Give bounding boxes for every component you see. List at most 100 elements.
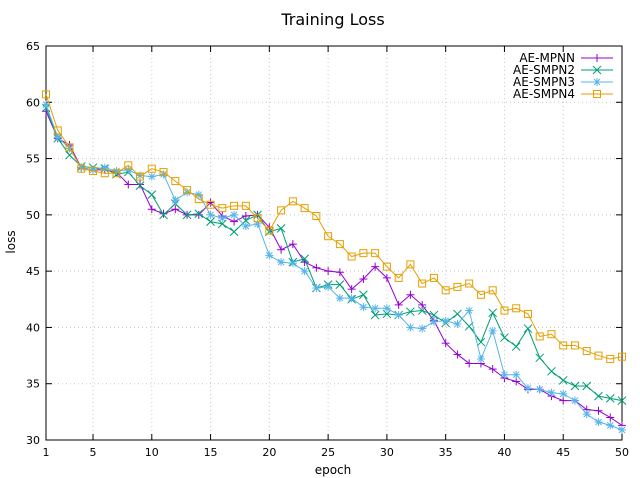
x-tick-label: 35 xyxy=(439,446,453,459)
legend-label-ae-smpn4: AE-SMPN4 xyxy=(513,87,575,101)
data-point-ae-smpn3 xyxy=(559,389,568,398)
data-point-ae-smpn4 xyxy=(418,279,427,288)
data-point-ae-smpn4 xyxy=(171,177,180,186)
legend-marker-ae-smpn4 xyxy=(593,90,601,98)
data-point-ae-smpn4 xyxy=(582,347,591,356)
series-ae-smpn4 xyxy=(42,90,626,363)
x-tick-label: 15 xyxy=(204,446,218,459)
data-point-ae-smpn4 xyxy=(206,200,215,209)
data-point-ae-smpn4 xyxy=(476,290,485,299)
chart-title: Training Loss xyxy=(280,10,384,29)
data-point-ae-smpn2 xyxy=(570,381,580,391)
data-point-ae-smpn3 xyxy=(347,294,356,303)
data-point-ae-smpn2 xyxy=(500,333,509,342)
data-point-ae-smpn4 xyxy=(253,214,262,223)
data-point-ae-smpn4 xyxy=(512,304,521,313)
data-point-ae-smpn4 xyxy=(53,126,62,135)
data-point-ae-mpnn xyxy=(312,263,321,272)
x-axis-title: epoch xyxy=(315,463,352,477)
data-point-ae-mpnn xyxy=(324,267,333,276)
data-point-ae-smpn4 xyxy=(288,197,297,206)
x-tick-label: 25 xyxy=(321,446,335,459)
data-point-ae-mpnn xyxy=(418,300,427,309)
data-point-ae-mpnn xyxy=(335,268,344,277)
data-point-ae-mpnn xyxy=(136,180,145,189)
data-point-ae-smpn4 xyxy=(453,282,462,291)
data-point-ae-smpn2 xyxy=(523,324,533,333)
data-point-ae-smpn3 xyxy=(382,304,391,313)
data-point-ae-smpn4 xyxy=(147,164,156,173)
data-point-ae-smpn3 xyxy=(394,311,403,320)
data-point-ae-smpn4 xyxy=(406,260,415,269)
data-point-ae-smpn2 xyxy=(206,217,215,226)
y-tick-label: 50 xyxy=(26,209,40,222)
data-point-ae-smpn3 xyxy=(147,172,156,181)
data-point-ae-smpn4 xyxy=(277,206,286,215)
data-point-ae-mpnn xyxy=(241,211,250,220)
data-point-ae-smpn3 xyxy=(171,196,180,205)
data-point-ae-smpn4 xyxy=(606,354,615,363)
data-point-ae-smpn3 xyxy=(371,304,380,313)
data-point-ae-mpnn xyxy=(147,205,156,214)
data-point-ae-smpn3 xyxy=(418,324,427,333)
data-point-ae-smpn4 xyxy=(347,252,356,261)
data-point-ae-smpn4 xyxy=(465,279,474,288)
data-point-ae-smpn3 xyxy=(476,354,485,363)
data-point-ae-smpn4 xyxy=(570,341,579,350)
data-point-ae-smpn2 xyxy=(429,310,439,320)
data-point-ae-smpn3 xyxy=(488,326,497,335)
y-tick-label: 45 xyxy=(26,265,40,278)
data-point-ae-smpn3 xyxy=(218,214,227,223)
series-ae-mpnn xyxy=(42,107,626,430)
data-point-ae-smpn2 xyxy=(300,254,309,264)
data-point-ae-mpnn xyxy=(159,209,168,218)
data-point-ae-smpn3 xyxy=(441,316,450,325)
data-point-ae-mpnn xyxy=(171,205,180,214)
data-point-ae-mpnn xyxy=(559,396,568,405)
data-point-ae-smpn3 xyxy=(194,190,203,199)
data-point-ae-smpn3 xyxy=(42,100,50,109)
data-point-ae-smpn3 xyxy=(547,388,556,397)
data-point-ae-mpnn xyxy=(406,290,415,299)
data-point-ae-smpn3 xyxy=(359,303,368,312)
data-point-ae-smpn2 xyxy=(194,209,204,219)
x-tick-label: 30 xyxy=(380,446,394,459)
series-line-ae-smpn2 xyxy=(45,107,623,402)
data-point-ae-smpn3 xyxy=(606,421,615,430)
data-point-ae-smpn3 xyxy=(582,410,591,419)
data-point-ae-smpn4 xyxy=(429,273,438,282)
data-point-ae-smpn4 xyxy=(382,262,391,271)
x-tick-label: 1 xyxy=(43,446,50,459)
y-tick-label: 60 xyxy=(26,96,40,109)
y-axis-title: loss xyxy=(4,230,18,253)
data-point-ae-smpn2 xyxy=(135,181,145,190)
data-point-ae-smpn3 xyxy=(312,284,321,293)
data-point-ae-smpn4 xyxy=(77,164,86,173)
data-point-ae-smpn3 xyxy=(324,282,333,291)
data-point-ae-smpn4 xyxy=(523,309,532,318)
x-tick-label: 50 xyxy=(615,446,629,459)
legend-label-ae-mpnn: AE-MPNN xyxy=(519,51,575,65)
y-tick-label: 55 xyxy=(26,153,40,166)
data-point-ae-smpn3 xyxy=(512,370,521,379)
data-point-ae-smpn4 xyxy=(241,201,250,210)
data-point-ae-smpn4 xyxy=(183,186,192,195)
data-point-ae-smpn2 xyxy=(605,393,615,403)
data-point-ae-smpn3 xyxy=(265,251,274,260)
data-point-ae-smpn4 xyxy=(535,332,544,341)
data-point-ae-smpn3 xyxy=(618,425,626,434)
data-point-ae-smpn3 xyxy=(53,133,62,142)
data-point-ae-smpn2 xyxy=(476,337,486,347)
data-point-ae-mpnn xyxy=(453,350,462,359)
data-point-ae-mpnn xyxy=(371,262,380,271)
data-point-ae-smpn2 xyxy=(511,342,521,351)
data-point-ae-smpn2 xyxy=(276,224,286,233)
data-point-ae-mpnn xyxy=(488,365,497,374)
data-point-ae-smpn4 xyxy=(300,204,309,213)
data-point-ae-smpn3 xyxy=(230,210,239,219)
legend-label-ae-smpn3: AE-SMPN3 xyxy=(513,75,575,89)
series-line-ae-smpn4 xyxy=(45,94,623,360)
data-point-ae-mpnn xyxy=(277,245,286,254)
data-point-ae-smpn2 xyxy=(582,381,592,391)
